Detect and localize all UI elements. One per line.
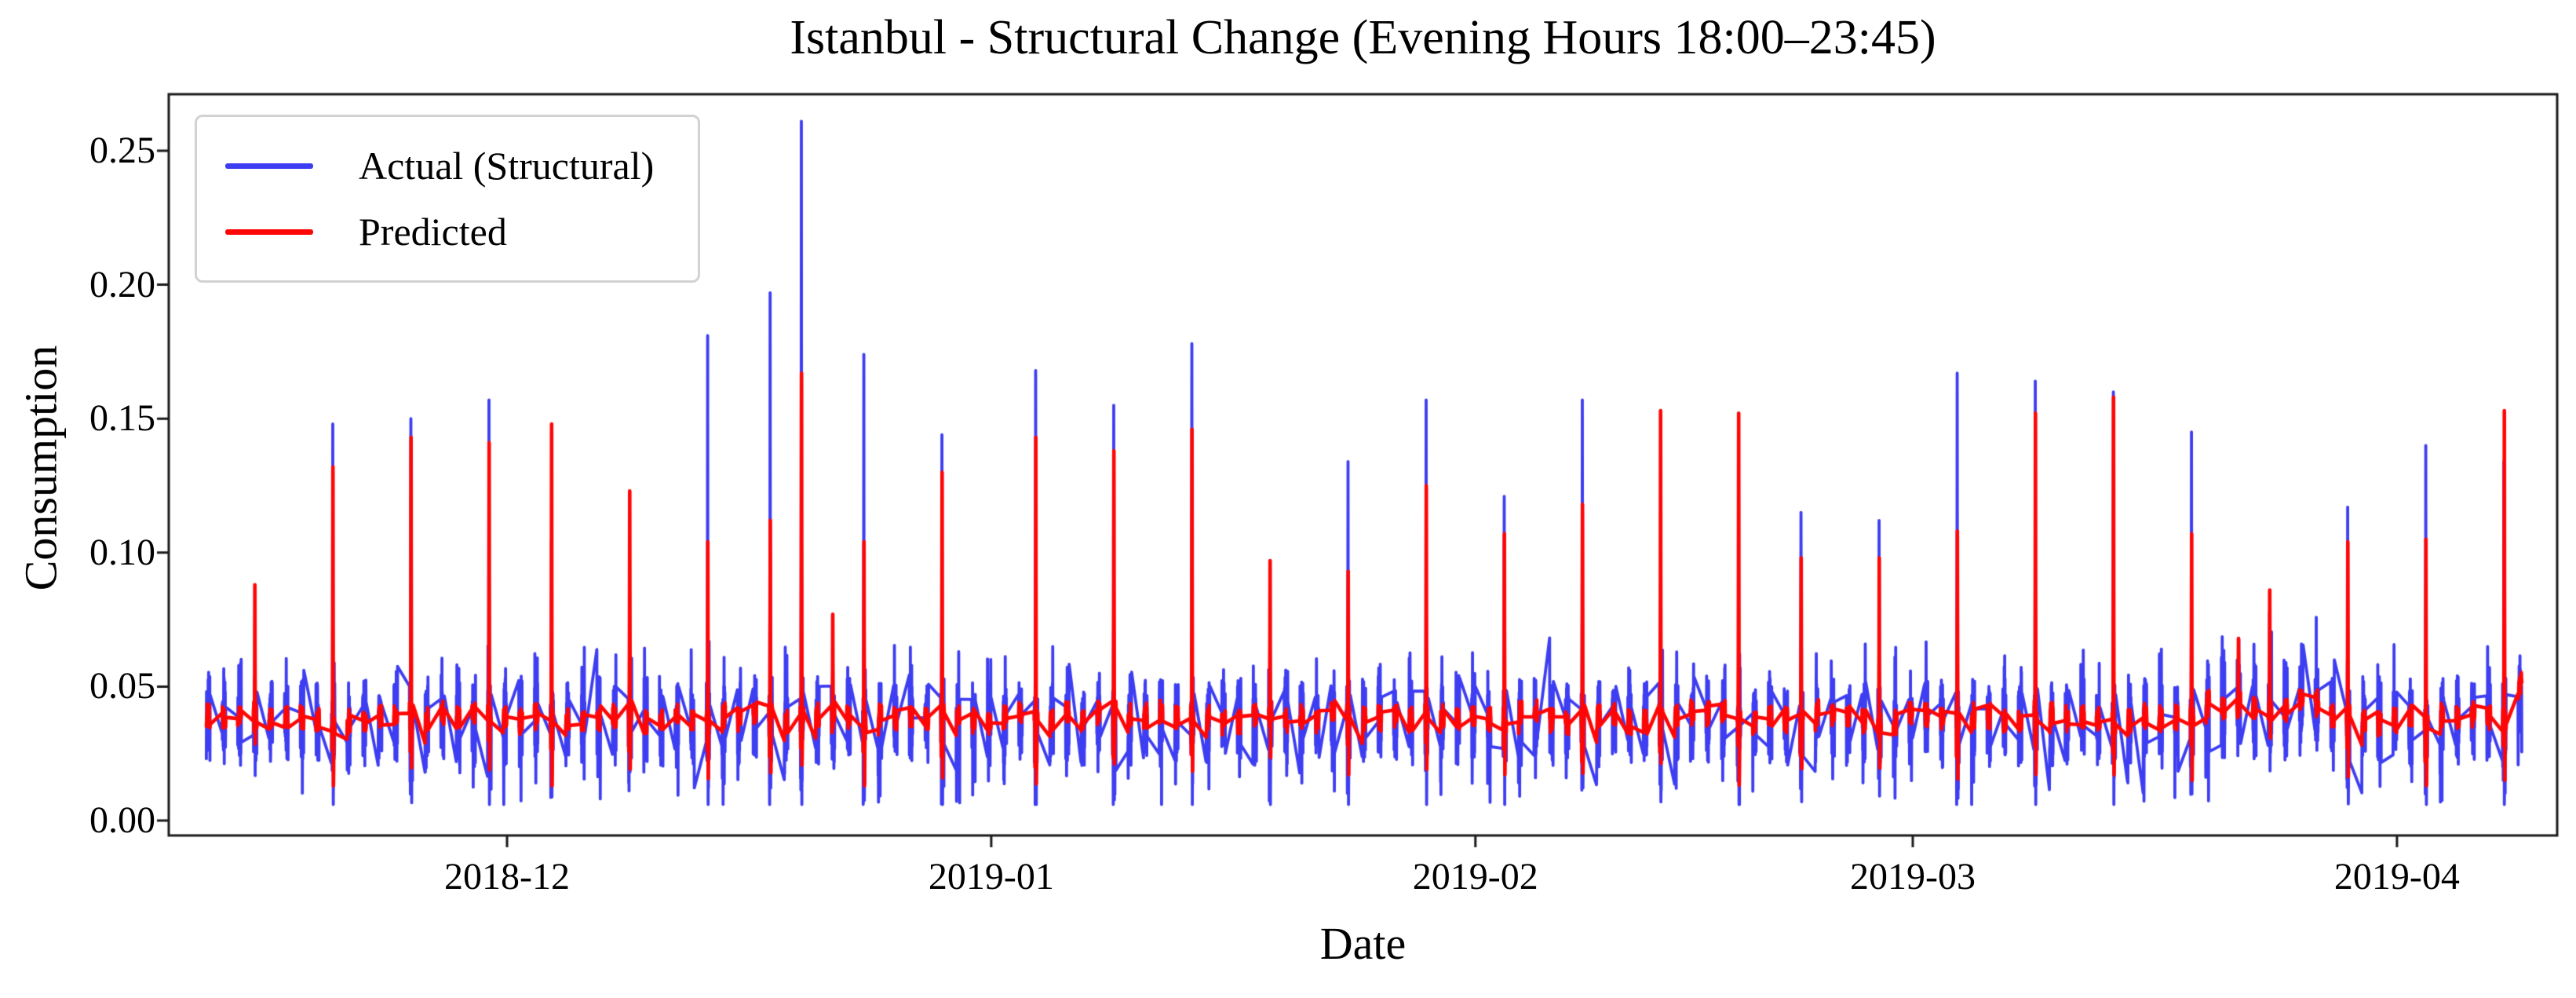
x-tick-label: 2019-03 xyxy=(1850,856,1976,897)
y-tick-label: 0.00 xyxy=(89,799,155,841)
y-tick-label: 0.10 xyxy=(89,531,155,573)
y-tick-label: 0.15 xyxy=(89,397,155,440)
y-tick-label: 0.05 xyxy=(89,665,155,707)
y-tick-label: 0.20 xyxy=(89,263,155,305)
y-tick-label: 0.25 xyxy=(89,130,155,171)
legend-item-actual: Actual (Structural) xyxy=(225,143,698,188)
x-tick-label: 2019-04 xyxy=(2333,856,2460,897)
x-tick-label: 2019-01 xyxy=(928,856,1054,897)
actual-line-swatch-icon xyxy=(225,163,313,169)
legend: Actual (Structural) Predicted xyxy=(195,115,700,283)
x-tick-label: 2019-02 xyxy=(1412,856,1538,897)
x-tick-label: 2018-12 xyxy=(444,856,570,897)
legend-label-predicted: Predicted xyxy=(359,210,507,254)
legend-item-predicted: Predicted xyxy=(225,209,698,254)
legend-label-actual: Actual (Structural) xyxy=(359,144,655,188)
predicted-line-swatch-icon xyxy=(225,228,313,235)
chart-title: Istanbul - Structural Change (Evening Ho… xyxy=(790,11,1936,64)
x-axis-label: Date xyxy=(1319,918,1407,969)
